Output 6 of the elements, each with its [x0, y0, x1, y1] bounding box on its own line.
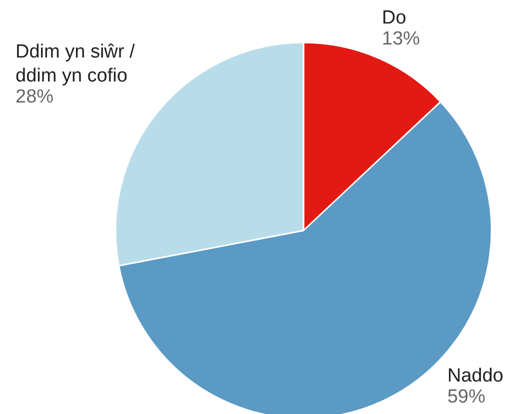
slice-label: Ddim yn siŵr / ddim yn cofio: [16, 42, 136, 87]
data-label: 59%: [447, 386, 486, 408]
data-label: 28%: [16, 86, 54, 108]
slice-label: Naddo: [447, 366, 504, 386]
slice-label: Do: [382, 8, 406, 28]
data-label: 13%: [382, 28, 420, 50]
